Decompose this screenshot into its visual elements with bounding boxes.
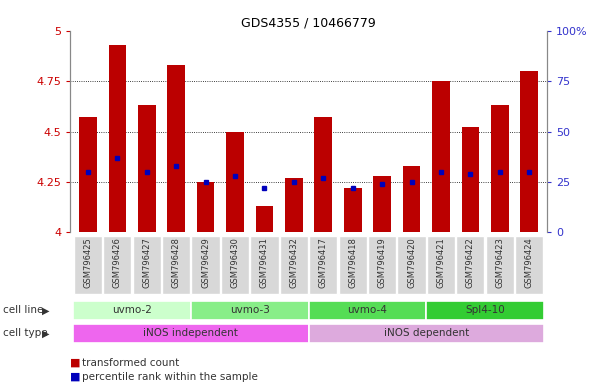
FancyBboxPatch shape [397, 236, 426, 294]
Bar [461, 127, 479, 232]
Text: transformed count: transformed count [82, 358, 180, 368]
Bar [197, 182, 214, 232]
Text: GSM796431: GSM796431 [260, 238, 269, 288]
Text: ▶: ▶ [42, 328, 49, 338]
FancyBboxPatch shape [280, 236, 308, 294]
Text: ■: ■ [70, 358, 81, 368]
Text: uvmo-3: uvmo-3 [230, 305, 269, 315]
FancyBboxPatch shape [191, 236, 220, 294]
FancyBboxPatch shape [309, 236, 337, 294]
Text: GSM796428: GSM796428 [172, 238, 181, 288]
Bar [315, 118, 332, 232]
Text: GSM796422: GSM796422 [466, 238, 475, 288]
Text: GSM796424: GSM796424 [525, 238, 533, 288]
Text: iNOS independent: iNOS independent [144, 328, 238, 338]
Bar [373, 176, 391, 232]
Bar [285, 178, 302, 232]
Text: GSM796419: GSM796419 [378, 238, 387, 288]
Bar [521, 71, 538, 232]
Text: GSM796421: GSM796421 [436, 238, 445, 288]
Text: GSM796418: GSM796418 [348, 238, 357, 288]
FancyBboxPatch shape [74, 236, 102, 294]
Text: GSM796417: GSM796417 [319, 238, 327, 288]
Text: GSM796425: GSM796425 [84, 238, 92, 288]
Text: ■: ■ [70, 372, 81, 382]
Title: GDS4355 / 10466779: GDS4355 / 10466779 [241, 17, 376, 30]
Text: GSM796427: GSM796427 [142, 238, 152, 288]
FancyBboxPatch shape [486, 236, 514, 294]
Bar [167, 65, 185, 232]
Text: iNOS dependent: iNOS dependent [384, 328, 469, 338]
Bar [226, 131, 244, 232]
FancyBboxPatch shape [456, 236, 485, 294]
Bar [79, 118, 97, 232]
Text: GSM796432: GSM796432 [290, 238, 298, 288]
FancyBboxPatch shape [103, 236, 131, 294]
FancyBboxPatch shape [426, 301, 544, 319]
Bar [344, 188, 362, 232]
FancyBboxPatch shape [368, 236, 396, 294]
FancyBboxPatch shape [515, 236, 543, 294]
Bar [255, 206, 273, 232]
Text: ▶: ▶ [42, 305, 49, 315]
Bar [432, 81, 450, 232]
Bar [491, 105, 508, 232]
FancyBboxPatch shape [73, 324, 309, 343]
Text: uvmo-4: uvmo-4 [348, 305, 387, 315]
Text: percentile rank within the sample: percentile rank within the sample [82, 372, 258, 382]
Text: GSM796426: GSM796426 [113, 238, 122, 288]
FancyBboxPatch shape [133, 236, 161, 294]
Text: GSM796430: GSM796430 [230, 238, 240, 288]
Text: GSM796423: GSM796423 [496, 238, 504, 288]
FancyBboxPatch shape [251, 236, 279, 294]
FancyBboxPatch shape [221, 236, 249, 294]
Bar [403, 166, 420, 232]
Text: cell type: cell type [3, 328, 48, 338]
Bar [138, 105, 156, 232]
Text: cell line: cell line [3, 305, 43, 315]
Text: GSM796429: GSM796429 [201, 238, 210, 288]
Text: GSM796420: GSM796420 [407, 238, 416, 288]
FancyBboxPatch shape [73, 301, 191, 319]
Text: uvmo-2: uvmo-2 [112, 305, 152, 315]
FancyBboxPatch shape [191, 301, 309, 319]
FancyBboxPatch shape [309, 324, 544, 343]
FancyBboxPatch shape [338, 236, 367, 294]
FancyBboxPatch shape [162, 236, 190, 294]
Bar [109, 45, 126, 232]
Text: Spl4-10: Spl4-10 [465, 305, 505, 315]
FancyBboxPatch shape [427, 236, 455, 294]
FancyBboxPatch shape [309, 301, 426, 319]
